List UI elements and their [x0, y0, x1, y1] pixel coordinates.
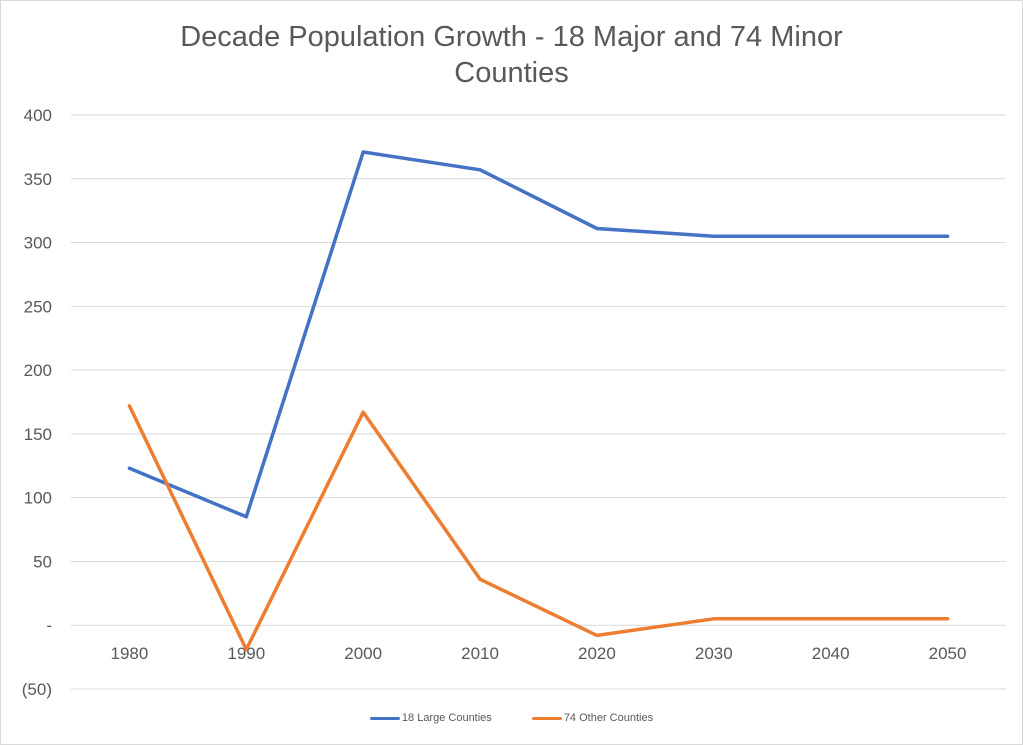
- y-tick-label: -: [46, 616, 52, 635]
- y-tick-label: 50: [33, 552, 52, 571]
- legend-item-other-counties: 74 Other Counties: [531, 712, 654, 724]
- y-tick-label: 400: [24, 106, 52, 125]
- series-line-large-counties: [127, 150, 950, 519]
- y-tick-label: 250: [24, 297, 52, 316]
- x-tick-label: 2020: [578, 644, 616, 663]
- x-tick-label: 2000: [344, 644, 382, 663]
- y-tick-label: (50): [22, 680, 52, 699]
- x-tick-label: 2010: [461, 644, 499, 663]
- chart-title: Decade Population Growth - 18 Major and …: [0, 19, 1023, 91]
- series-line-other-counties: [127, 404, 950, 652]
- y-tick-label: 200: [24, 361, 52, 380]
- chart-title-line1: Decade Population Growth - 18 Major and …: [180, 21, 843, 53]
- x-tick-label: 2030: [695, 644, 733, 663]
- legend-label-other-counties: 74 Other Counties: [563, 712, 654, 724]
- y-tick-label: 350: [24, 170, 52, 189]
- legend-item-large-counties: 18 Large Counties: [369, 712, 492, 724]
- y-tick-label: 300: [24, 234, 52, 253]
- legend-label-large-counties: 18 Large Counties: [401, 712, 492, 724]
- legend-swatch-large-counties: [369, 716, 400, 720]
- x-tick-label: 1990: [227, 644, 265, 663]
- y-tick-label: 150: [24, 425, 52, 444]
- legend-swatch-other-counties: [531, 716, 562, 720]
- x-tick-label: 2050: [929, 644, 967, 663]
- x-tick-label: 2040: [812, 644, 850, 663]
- chart-title-line2: Counties: [454, 57, 569, 89]
- y-tick-label: 100: [24, 489, 52, 508]
- x-tick-label: 1980: [111, 644, 149, 663]
- chart-legend: 18 Large Counties 74 Other Counties: [0, 712, 1023, 724]
